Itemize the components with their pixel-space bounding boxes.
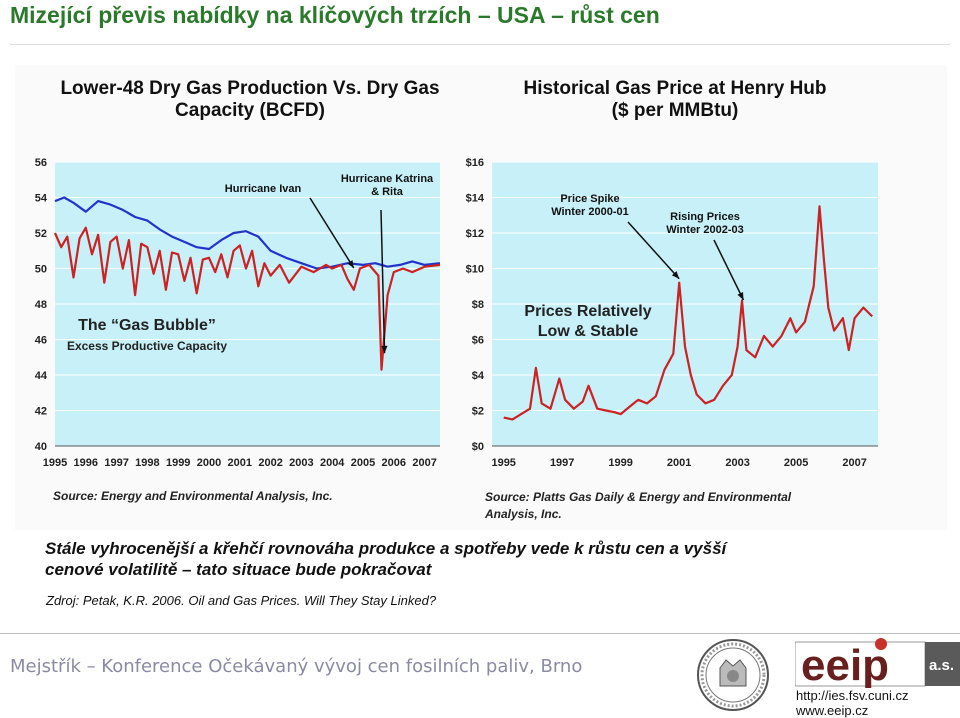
chart2-annotation: Price Spike <box>560 193 619 205</box>
chart2-title: Historical Gas Price at Henry Hub ($ per… <box>515 78 835 122</box>
chart2-annotation-arrow <box>627 221 680 280</box>
chart1-x-tick: 1995 <box>43 457 67 469</box>
chart1-y-tick: 42 <box>35 406 47 418</box>
chart2-y-tick: $0 <box>472 441 484 453</box>
chart2-y-tick: $10 <box>466 264 484 276</box>
chart1-y-tick: 52 <box>35 228 47 240</box>
chart2-y-tick: $14 <box>466 193 485 205</box>
footer-url-eeip[interactable]: www.eeip.cz <box>796 703 869 718</box>
chart2-arrowhead <box>671 271 680 279</box>
slide-caption: Stále vyhrocenější a křehčí rovnováha pr… <box>45 538 925 580</box>
chart1-y-tick: 48 <box>35 299 47 311</box>
chart1-x-tick: 2003 <box>289 457 313 469</box>
chart2-title-line2: ($ per MMBtu) <box>611 100 739 121</box>
chart1-title-line2: Capacity (BCFD) <box>175 100 325 121</box>
chart1-inner-sublabel: Excess Productive Capacity <box>67 339 227 353</box>
chart1-y-tick: 44 <box>35 370 48 382</box>
chart2-source-line2: Analysis, Inc. <box>485 507 562 521</box>
chart2-annotation-arrow <box>713 239 745 301</box>
chart1-x-tick: 2007 <box>412 457 436 469</box>
title-divider <box>10 44 950 45</box>
chart1-y-tick: 40 <box>35 441 47 453</box>
chart2-title-line1: Historical Gas Price at Henry Hub <box>523 78 827 99</box>
caption-line1: Stále vyhrocenější a křehčí rovnováha pr… <box>45 539 727 558</box>
chart2-x-tick: 1997 <box>550 457 574 469</box>
chart2-x-tick: 1995 <box>491 457 515 469</box>
chart2-inner-sublabel: Low & Stable <box>538 323 639 340</box>
chart1-annotation-line2: & Rita <box>371 186 404 198</box>
footer-url-ies[interactable]: http://ies.fsv.cuni.cz <box>796 688 909 703</box>
chart1-y-tick: 56 <box>35 157 47 169</box>
source-reference: Zdroj: Petak, K.R. 2006. Oil and Gas Pri… <box>46 593 437 608</box>
chart2-annotation-line2: Winter 2002-03 <box>666 224 744 236</box>
chart1-x-tick: 2004 <box>320 457 345 469</box>
footer-text: Mejstřík – Konference Očekávaný vývoj ce… <box>10 656 583 677</box>
chart1-arrowhead <box>347 260 354 269</box>
chart1-annotation-arrow <box>380 209 386 354</box>
chart1-x-tick: 2006 <box>382 457 406 469</box>
footer-divider <box>0 633 960 634</box>
chart2-y-tick: $12 <box>466 228 484 240</box>
chart1-x-tick: 1997 <box>104 457 128 469</box>
chart1-svg: 40 42 44 46 48 50 52 54 56 1995 1996 1997 1998 1999 20… <box>35 157 441 469</box>
chart1-series-line-1 <box>54 196 441 270</box>
chart2-y-tick: $8 <box>472 299 484 311</box>
logo-text: eeip <box>801 641 889 688</box>
chart2-henry-hub-price: $0 $2 $4 $6 $8 $10 $12 $14 $16 1995 1997 1999 2001 20… <box>450 150 880 480</box>
chart2-svg: $0 $2 $4 $6 $8 $10 $12 $14 $16 1995 1997 1999 2001 20… <box>466 157 878 469</box>
chart1-production-capacity: 40 42 44 46 48 50 52 54 56 1995 1996 1997 1998 1999 20… <box>15 150 455 480</box>
chart2-x-tick: 2005 <box>784 457 808 469</box>
chart1-y-tick: 46 <box>35 335 47 347</box>
eeip-logo: eeip a.s. <box>794 638 960 690</box>
chart1-x-tick: 1996 <box>74 457 98 469</box>
chart1-annotation: Hurricane Katrina <box>341 173 434 185</box>
slide-title: Mizející převis nabídky na klíčových trz… <box>10 2 660 28</box>
chart2-y-tick: $16 <box>466 157 484 169</box>
chart2-y-tick: $4 <box>472 370 485 382</box>
chart2-x-tick: 2001 <box>667 457 691 469</box>
chart1-annotation-arrow <box>309 197 355 269</box>
chart1-title: Lower-48 Dry Gas Production Vs. Dry Gas … <box>50 78 450 122</box>
caption-line2: cenové volatilitě – tato situace bude po… <box>45 560 432 579</box>
chart2-arrowhead <box>737 292 744 300</box>
chart2-source-line1: Source: Platts Gas Daily & Energy and En… <box>485 490 792 504</box>
chart1-source: Source: Energy and Environmental Analysi… <box>53 489 333 503</box>
chart1-x-tick: 2002 <box>258 457 282 469</box>
chart1-annotation: Hurricane Ivan <box>225 183 302 195</box>
chart1-y-tick: 54 <box>35 193 48 205</box>
chart1-y-tick: 50 <box>35 264 47 276</box>
logo-suffix: a.s. <box>929 657 954 674</box>
university-seal-icon <box>696 638 770 712</box>
chart1-title-line1: Lower-48 Dry Gas Production Vs. Dry Gas <box>60 78 440 99</box>
chart1-series-line-2 <box>53 226 441 371</box>
chart2-series-line-1 <box>503 205 873 421</box>
chart2-annotation-line2: Winter 2000-01 <box>551 206 629 218</box>
chart2-x-tick: 2007 <box>842 457 866 469</box>
figure-panel: Lower-48 Dry Gas Production Vs. Dry Gas … <box>15 65 947 530</box>
chart1-x-tick: 1998 <box>135 457 159 469</box>
chart1-x-tick: 2000 <box>197 457 221 469</box>
chart1-x-tick: 1999 <box>166 457 190 469</box>
chart2-source: Source: Platts Gas Daily & Energy and En… <box>485 489 791 523</box>
chart2-y-tick: $2 <box>472 406 484 418</box>
chart2-annotation: Rising Prices <box>670 211 740 223</box>
chart1-arrowhead <box>381 345 388 354</box>
chart1-inner-label: The “Gas Bubble” <box>78 317 216 334</box>
chart2-x-tick: 1999 <box>608 457 632 469</box>
chart2-y-tick: $6 <box>472 335 484 347</box>
chart1-x-tick: 2001 <box>228 457 252 469</box>
chart2-x-tick: 2003 <box>725 457 749 469</box>
chart2-inner-label: Prices Relatively <box>524 303 651 320</box>
chart1-x-tick: 2005 <box>351 457 375 469</box>
